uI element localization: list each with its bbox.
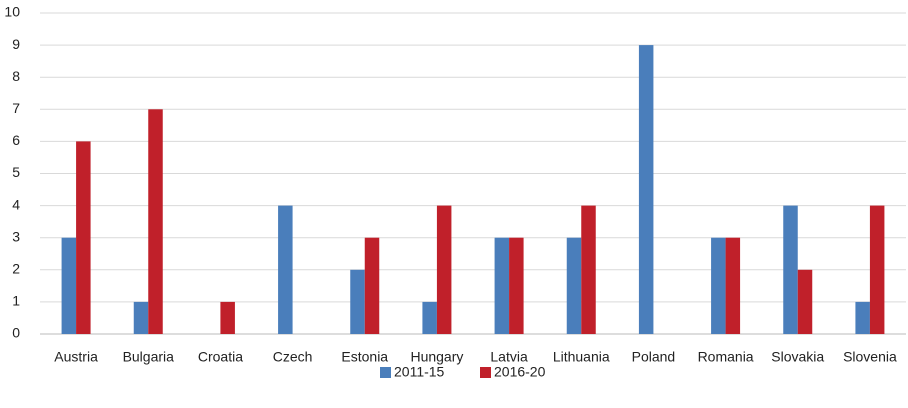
x-tick-label: Romania bbox=[698, 349, 754, 365]
bar bbox=[278, 205, 293, 334]
x-tick-label: Hungary bbox=[410, 349, 463, 365]
bar bbox=[133, 301, 149, 334]
x-tick-label: Slovenia bbox=[843, 349, 897, 365]
bar bbox=[61, 237, 77, 334]
x-tick-label: Austria bbox=[54, 349, 98, 365]
bar bbox=[855, 301, 870, 334]
bar bbox=[220, 301, 235, 334]
legend-swatch bbox=[380, 367, 391, 378]
bar bbox=[869, 205, 885, 334]
bar bbox=[422, 301, 437, 334]
legend-label: 2016-20 bbox=[494, 364, 546, 380]
x-tick-label: Poland bbox=[632, 349, 676, 365]
legend-label: 2011-15 bbox=[394, 364, 445, 380]
bar bbox=[711, 237, 726, 334]
y-tick-label: 10 bbox=[4, 4, 20, 20]
y-tick-label: 4 bbox=[12, 196, 20, 212]
bar bbox=[364, 237, 380, 334]
legend-swatch bbox=[480, 367, 491, 378]
bar bbox=[76, 141, 91, 334]
x-tick-label: Estonia bbox=[341, 349, 388, 365]
bar bbox=[436, 205, 452, 334]
x-tick-label: Lithuania bbox=[553, 349, 610, 365]
y-tick-label: 2 bbox=[12, 261, 20, 277]
bar bbox=[581, 205, 596, 334]
y-tick-label: 3 bbox=[12, 228, 20, 244]
bar bbox=[566, 237, 582, 334]
bar bbox=[494, 237, 510, 334]
bar bbox=[783, 205, 798, 334]
x-tick-label: Latvia bbox=[490, 349, 528, 365]
x-tick-label: Bulgaria bbox=[123, 349, 175, 365]
y-tick-label: 9 bbox=[12, 36, 20, 52]
x-tick-label: Slovakia bbox=[771, 349, 824, 365]
bar bbox=[797, 269, 813, 334]
y-tick-label: 5 bbox=[12, 164, 20, 180]
bar bbox=[725, 237, 741, 334]
y-tick-label: 0 bbox=[12, 325, 20, 341]
x-tick-label: Czech bbox=[273, 349, 313, 365]
y-tick-label: 6 bbox=[12, 132, 20, 148]
y-tick-label: 7 bbox=[12, 100, 20, 116]
bar bbox=[350, 269, 365, 334]
bar bbox=[638, 45, 654, 334]
y-tick-label: 8 bbox=[12, 68, 20, 84]
y-tick-label: 1 bbox=[12, 293, 20, 309]
bar bbox=[148, 109, 163, 334]
x-tick-label: Croatia bbox=[198, 349, 243, 365]
bar bbox=[509, 237, 524, 334]
